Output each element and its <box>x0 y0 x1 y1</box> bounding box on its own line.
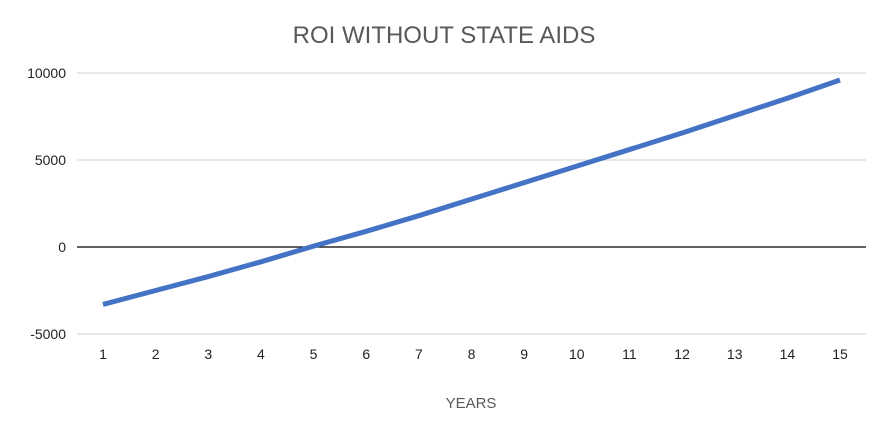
x-tick-label: 7 <box>415 346 423 362</box>
y-tick-label: -5000 <box>30 326 66 342</box>
x-tick-label: 13 <box>727 346 743 362</box>
series-layer <box>102 77 841 307</box>
x-tick-label: 11 <box>622 346 637 362</box>
x-tick-label: 1 <box>99 346 107 362</box>
x-tick-label: 14 <box>780 346 796 362</box>
chart-title: ROI WITHOUT STATE AIDS <box>293 22 596 49</box>
y-tick-label: 0 <box>58 239 66 255</box>
x-tick-label: 3 <box>204 346 212 362</box>
x-tick-label: 5 <box>310 346 318 362</box>
x-tick-label: 9 <box>520 346 528 362</box>
x-tick-label: 4 <box>257 346 265 362</box>
x-axis-label: YEARS <box>446 395 497 412</box>
x-tick-label: 2 <box>152 346 160 362</box>
x-tick-label: 10 <box>569 346 585 362</box>
series-line <box>102 77 841 307</box>
x-axis-tick-labels: 1 2 3 4 5 6 7 8 9 10 11 12 13 14 15 <box>99 346 848 362</box>
y-axis-tick-labels: 10000 5000 0 -5000 <box>27 65 66 342</box>
x-tick-label: 15 <box>832 346 848 362</box>
x-tick-label: 8 <box>468 346 476 362</box>
y-tick-label: 5000 <box>35 152 66 168</box>
x-tick-label: 6 <box>362 346 370 362</box>
x-tick-label: 12 <box>674 346 690 362</box>
y-tick-label: 10000 <box>27 65 66 81</box>
gridlines <box>77 72 866 335</box>
